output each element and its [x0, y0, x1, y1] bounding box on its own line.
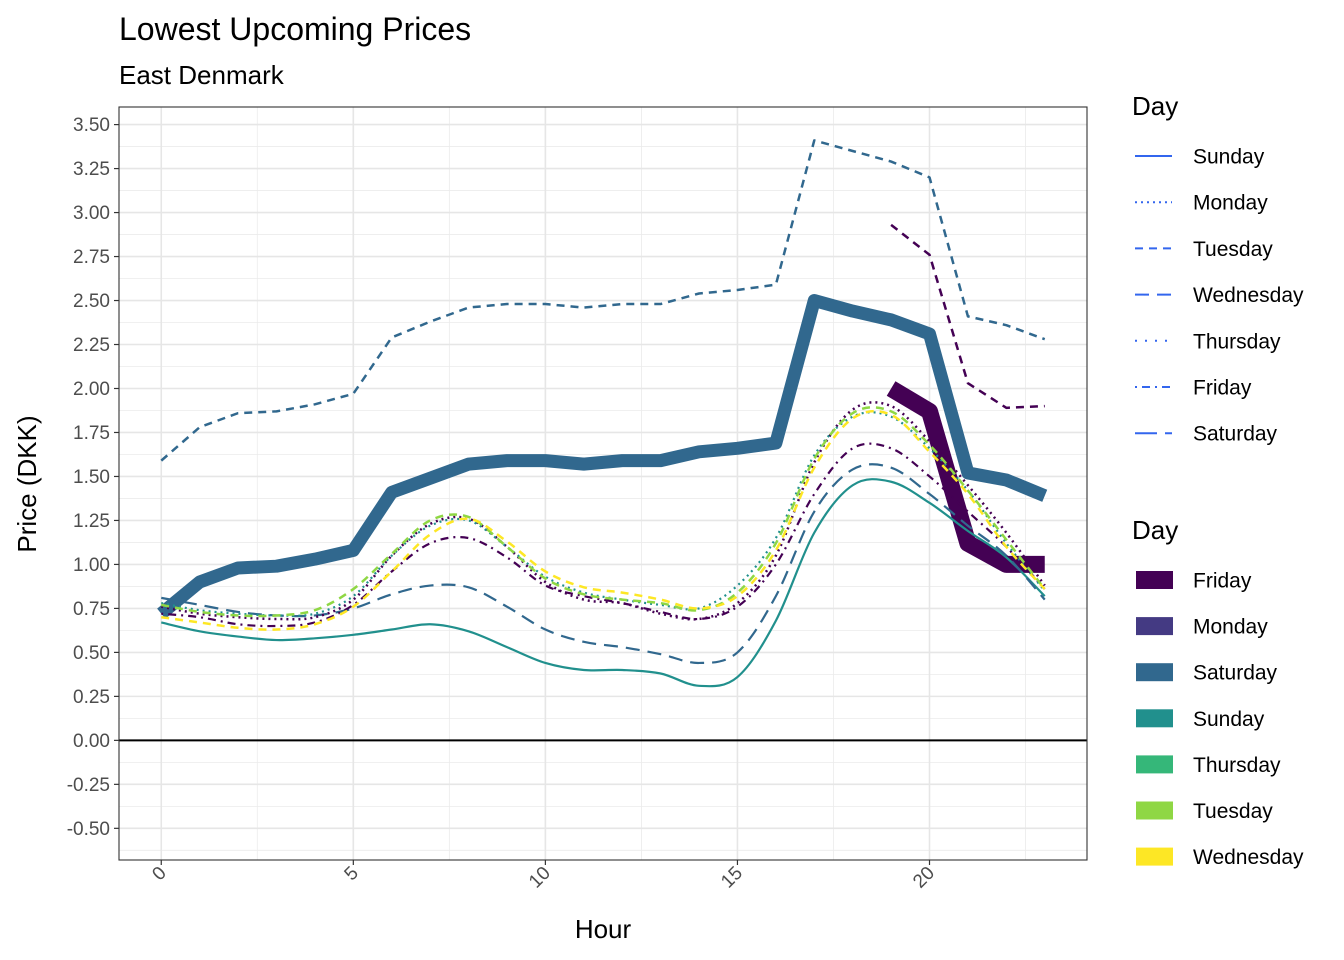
x-tick-label: 10	[525, 863, 555, 893]
legend-linetype-label-friday: Friday	[1193, 377, 1252, 400]
legend-linetype-label-thursday: Thursday	[1193, 330, 1281, 353]
legend-linetype-label-monday: Monday	[1193, 192, 1268, 215]
series-line-saturday-forecast-5	[161, 463, 1046, 665]
series-line-saturday-actual-0	[157, 294, 1048, 619]
legend-color-label-friday: Friday	[1193, 570, 1252, 593]
y-tick-label: -0.25	[67, 775, 110, 796]
legend-color-swatch-friday	[1136, 571, 1173, 589]
x-tick-label: 20	[909, 863, 939, 893]
chart-title: Lowest Upcoming Prices	[119, 11, 471, 47]
y-tick-label: 1.50	[73, 467, 110, 488]
y-tick-label: 3.25	[73, 159, 110, 180]
legend-linetype-title: Day	[1132, 91, 1178, 121]
legend-color-label-thursday: Thursday	[1193, 754, 1281, 777]
legend-color-title: Day	[1132, 515, 1178, 545]
y-tick-label: 2.25	[73, 335, 110, 356]
major-gridlines	[119, 107, 1087, 860]
legend-linetype-label-sunday: Sunday	[1193, 146, 1265, 169]
y-tick-label: 2.50	[73, 291, 110, 312]
legend-color-swatch-monday	[1136, 617, 1173, 636]
series-line-friday-forecast-3	[890, 223, 1045, 410]
series-line-wednesday-forecast-10	[161, 409, 1046, 631]
legend-color-swatch-sunday	[1136, 709, 1173, 728]
legend-color-swatch-tuesday	[1136, 801, 1173, 820]
legend-linetype: Day Sunday Monday Tuesday Wednesday Thursday…	[1132, 91, 1304, 446]
y-tick-label: 0.00	[73, 731, 110, 752]
legend-color-swatch-saturday	[1136, 663, 1173, 682]
series-line-sunday-forecast-4	[161, 478, 1046, 688]
legend-linetype-label-wednesday: Wednesday	[1193, 284, 1304, 307]
y-tick-label: 0.25	[73, 687, 110, 708]
series-line-thursday-forecast-8	[161, 411, 1046, 617]
legend-linetype-label-tuesday: Tuesday	[1193, 238, 1273, 261]
y-axis: 3.50 3.25 3.00 2.75 2.50 2.25 2.00 1.75 1.50 1.25…	[67, 115, 119, 840]
legend-color: Day Friday Monday Saturday Sunday Thursday Tu…	[1132, 515, 1304, 869]
chart-subtitle: East Denmark	[119, 60, 285, 90]
legend-color-label-wednesday: Wednesday	[1193, 846, 1304, 869]
legend-color-label-sunday: Sunday	[1193, 708, 1265, 731]
series-layer	[157, 139, 1048, 688]
series-line-friday-actual-1	[886, 381, 1045, 573]
series-line-tuesday-forecast-9	[161, 406, 1046, 618]
x-tick-label: 0	[148, 863, 170, 885]
series-line-friday-forecast-6	[161, 442, 1046, 628]
legend-color-swatch-wednesday	[1136, 847, 1173, 866]
legend-color-label-saturday: Saturday	[1193, 662, 1278, 685]
y-axis-title: Price (DKK)	[12, 415, 42, 552]
series-line-wednesday-forecast-2	[160, 139, 1046, 462]
y-tick-label: -0.50	[67, 819, 110, 840]
y-tick-label: 0.50	[73, 643, 110, 664]
y-tick-label: 0.75	[73, 599, 110, 620]
legend-color-label-tuesday: Tuesday	[1193, 800, 1273, 823]
y-tick-label: 3.50	[73, 115, 110, 136]
legend-color-swatch-thursday	[1136, 755, 1173, 774]
legend-color-label-monday: Monday	[1193, 616, 1268, 639]
y-tick-label: 3.00	[73, 203, 110, 224]
y-tick-label: 1.00	[73, 555, 110, 576]
x-tick-label: 15	[717, 863, 747, 893]
y-tick-label: 2.00	[73, 379, 110, 400]
y-tick-label: 1.25	[73, 511, 110, 532]
y-tick-label: 1.75	[73, 423, 110, 444]
plot-border	[118, 106, 1088, 861]
y-tick-label: 2.75	[73, 247, 110, 268]
legend-linetype-label-saturday: Saturday	[1193, 423, 1278, 446]
x-tick-label: 5	[341, 863, 363, 885]
x-axis-title: Hour	[575, 914, 632, 944]
x-axis: 0 5 10 15 20	[148, 860, 939, 892]
